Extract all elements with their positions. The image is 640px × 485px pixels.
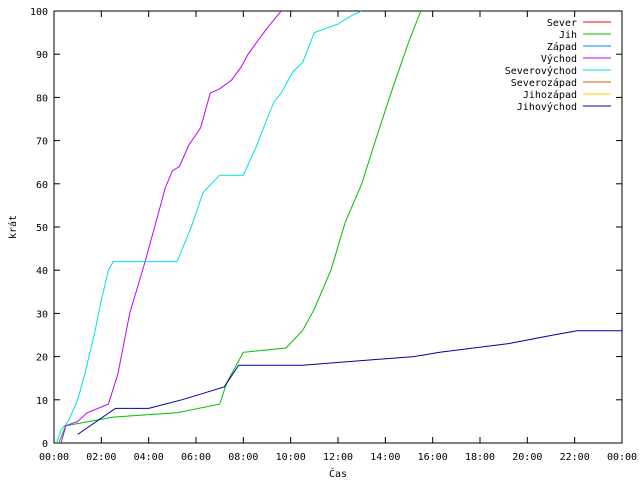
legend-label: Východ [541, 53, 577, 65]
y-tick-label: 70 [36, 137, 48, 148]
x-tick-label: 00:00 [607, 452, 637, 463]
legend: SeverJihZápadVýchodSeverovýchodSeverozáp… [505, 18, 611, 113]
series-line-7 [77, 330, 622, 435]
series-lines [55, 10, 622, 444]
x-tick-label: 02:00 [86, 452, 116, 463]
y-tick-label: 10 [36, 396, 48, 407]
y-tick-label: 80 [36, 93, 48, 104]
x-tick-label: 00:00 [39, 452, 69, 463]
series-line-3 [60, 10, 282, 444]
y-tick-label: 0 [42, 439, 48, 450]
y-tick-label: 90 [36, 50, 48, 61]
y-tick-label: 20 [36, 353, 48, 364]
legend-label: Západ [547, 41, 577, 53]
x-tick-label: 16:00 [418, 452, 448, 463]
legend-label: Jih [559, 30, 577, 41]
series-line-4 [55, 10, 362, 444]
x-tick-label: 20:00 [512, 452, 542, 463]
y-tick-label: 100 [30, 7, 48, 18]
y-tick-label: 50 [36, 223, 48, 234]
x-tick-label: 08:00 [228, 452, 258, 463]
x-tick-label: 14:00 [370, 452, 400, 463]
y-tick-label: 60 [36, 180, 48, 191]
x-tick-label: 22:00 [560, 452, 590, 463]
series-line-1 [58, 10, 422, 444]
x-tick-label: 06:00 [181, 452, 211, 463]
legend-label: Severozápad [511, 77, 577, 89]
x-tick-label: 18:00 [465, 452, 495, 463]
plot-area [53, 10, 623, 444]
x-tick-label: 12:00 [323, 452, 353, 463]
y-tick-label: 30 [36, 309, 48, 320]
legend-label: Severovýchod [505, 65, 577, 77]
ticks: 0 10 20 30 40 50 60 70 80 90 100 00:00 02:00 04:00 06:… [30, 7, 637, 463]
y-tick-label: 40 [36, 266, 48, 277]
legend-label: Jihozápad [523, 89, 577, 101]
x-tick-label: 04:00 [134, 452, 164, 463]
y-axis-label: krát [7, 215, 19, 239]
x-tick-label: 10:00 [276, 452, 306, 463]
x-axis-label: Čas [329, 467, 347, 480]
legend-label: Sever [547, 18, 577, 29]
legend-label: Jihovýchod [517, 101, 577, 113]
